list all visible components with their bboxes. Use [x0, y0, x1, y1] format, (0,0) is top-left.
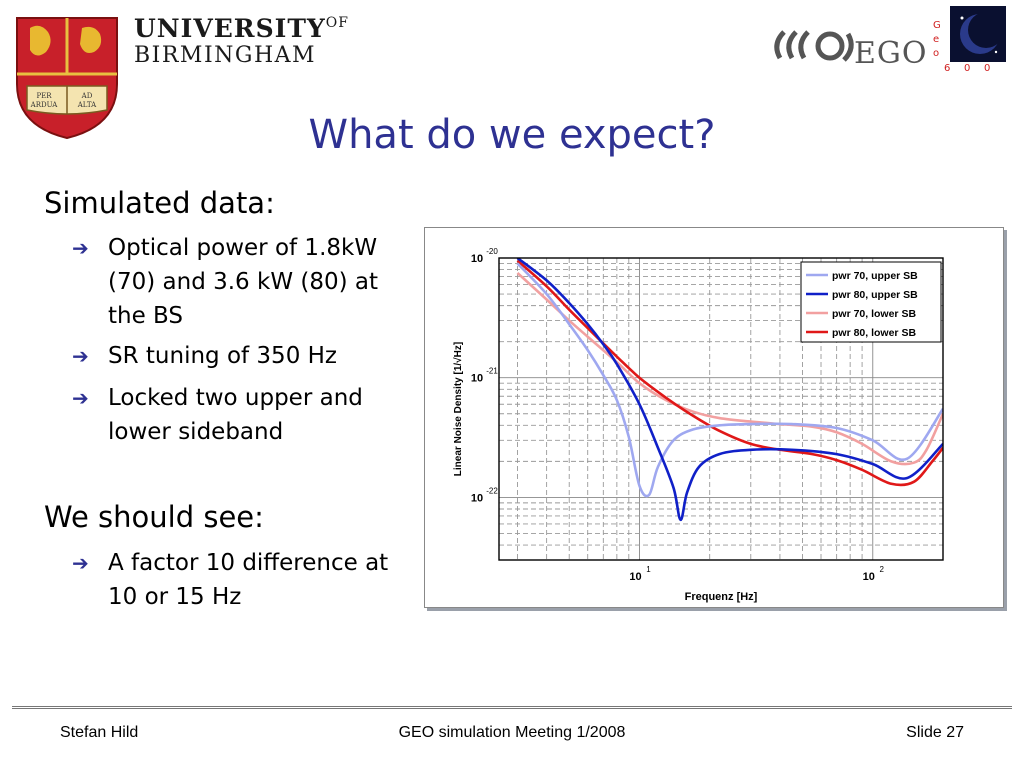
x-tick-label-1: 10: [863, 571, 875, 583]
geo-letter-g: G: [933, 20, 941, 31]
bullet-text: Locked two upper and lower sideband: [108, 385, 363, 445]
ego-waves-icon: [774, 30, 854, 62]
y-tick-exponent-0: -20: [486, 247, 498, 256]
university-wordmark: UNIVERSITYOF BIRMINGHAM: [134, 16, 349, 67]
y-tick-exponent-1: -21: [486, 367, 498, 376]
ego-geo600-logo: G e o 6 0 0: [774, 6, 1006, 74]
ego-wordmark: EGO: [854, 36, 928, 71]
crest-motto-per: PER: [36, 92, 52, 100]
bullet-arrow-icon: ➔: [72, 344, 89, 368]
bullet-arrow-icon: ➔: [72, 386, 89, 410]
footer-divider: [12, 706, 1012, 709]
university-wordmark-line2: BIRMINGHAM: [134, 43, 317, 68]
university-word: UNIVERSITY: [134, 14, 326, 43]
noise-density-figure: 10 1 10 2 10 -20 10 -21 10 -22 Frequenz [Hz] Linear…: [424, 227, 1004, 608]
crest-motto-ad: AD: [81, 92, 93, 100]
legend-label-3: pwr 80, lower SB: [832, 327, 916, 339]
slide-title: What do we expect?: [308, 112, 716, 158]
series-line-0: [516, 262, 943, 498]
legend-label-2: pwr 70, lower SB: [832, 308, 916, 320]
geo-letter-e: e: [933, 34, 939, 45]
x-tick-exponent-0: 1: [646, 565, 651, 574]
y-tick-label-1: 10: [471, 373, 483, 385]
bullet-arrow-icon: ➔: [72, 551, 89, 575]
y-tick-label-2: 10: [471, 492, 483, 504]
series-line-2: [516, 271, 943, 466]
x-tick-exponent-1: 2: [880, 565, 885, 574]
geo-letter-o: o: [933, 48, 939, 59]
footer-author: Stefan Hild: [60, 724, 139, 741]
series-line-3: [516, 259, 943, 487]
bullet-text: Optical power of 1.8kW (70) and 3.6 kW (…: [108, 235, 379, 329]
y-tick-label-0: 10: [471, 253, 483, 265]
section-heading-simulated: Simulated data:: [44, 186, 275, 220]
crest-motto-ardua: ARDUA: [30, 101, 59, 109]
section-heading-should-see: We should see:: [44, 500, 264, 534]
university-of: OF: [325, 15, 349, 31]
y-tick-exponent-2: -22: [486, 486, 498, 495]
series-line-1: [516, 258, 943, 522]
plot-frame: [498, 257, 944, 561]
geo600-moon-icon: [950, 6, 1006, 62]
legend-label-0: pwr 70, upper SB: [832, 270, 918, 282]
crest-motto-alta: ALTA: [77, 101, 97, 109]
university-wordmark-line1: UNIVERSITYOF: [134, 16, 349, 41]
geo-digit-0b: 0: [984, 63, 990, 74]
y-axis-label: Linear Noise Density [1/√Hz]: [453, 342, 464, 476]
legend-label-1: pwr 80, upper SB: [832, 289, 918, 301]
bullet-text: SR tuning of 350 Hz: [108, 343, 338, 369]
x-tick-label-0: 10: [629, 571, 641, 583]
bullet-text: A factor 10 difference at 10 or 15 Hz: [108, 550, 389, 610]
geo-digit-0a: 0: [964, 63, 970, 74]
x-axis-label: Frequenz [Hz]: [685, 591, 758, 603]
geo-digit-6: 6: [944, 63, 950, 74]
footer-slide-number: Slide 27: [906, 724, 964, 741]
university-crest-logo: PER AD ARDUA ALTA: [16, 17, 118, 140]
footer-meeting: GEO simulation Meeting 1/2008: [398, 724, 626, 741]
bullet-arrow-icon: ➔: [72, 236, 89, 260]
